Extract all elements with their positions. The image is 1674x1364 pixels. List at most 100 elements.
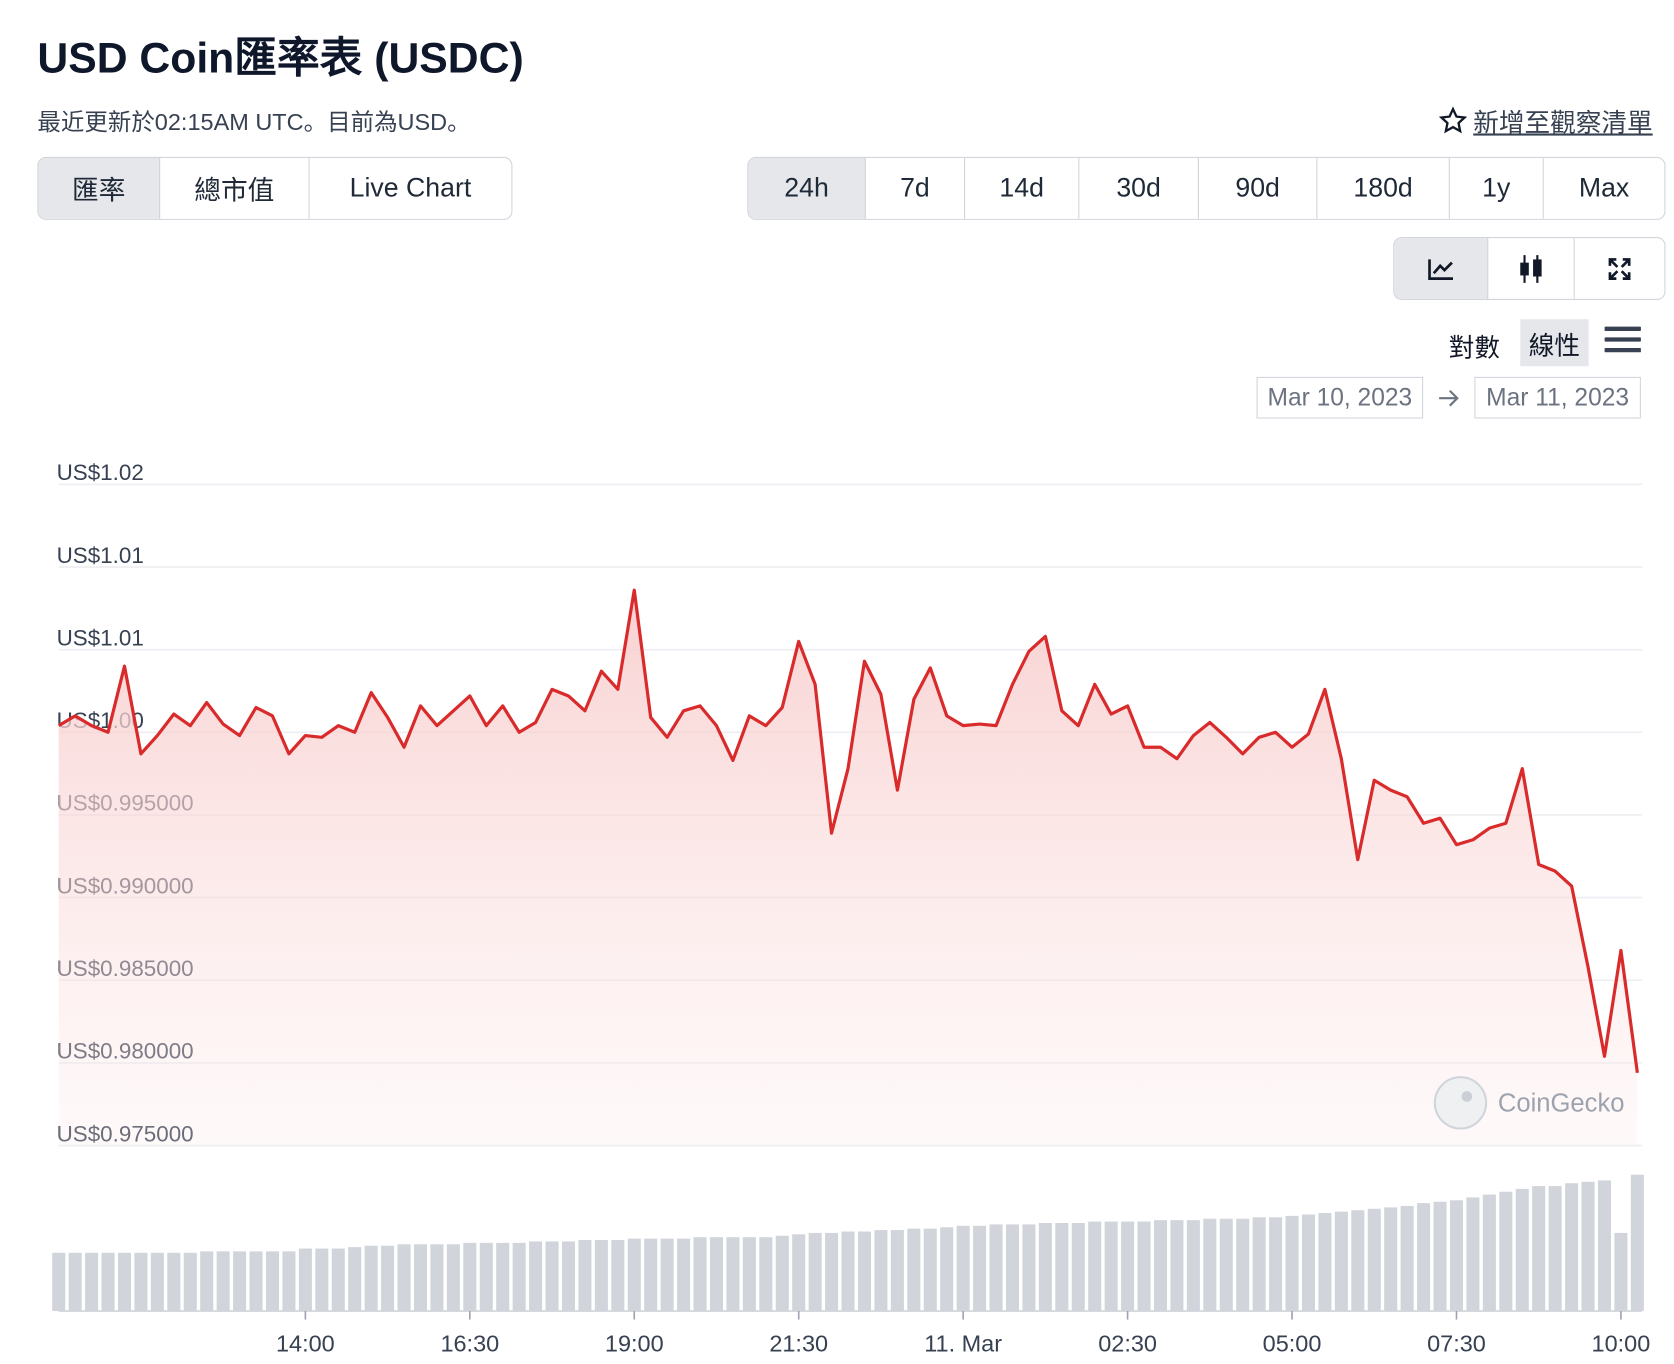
x-tick-label: 02:30 — [1098, 1331, 1157, 1357]
volume-bar — [1449, 1200, 1464, 1312]
watermark: CoinGecko — [1433, 1076, 1625, 1130]
line-chart-button[interactable] — [1394, 238, 1489, 299]
volume-bar — [1005, 1224, 1020, 1312]
volume-bar — [1614, 1232, 1628, 1312]
volume-bar — [1121, 1221, 1135, 1312]
volume-bar — [1301, 1214, 1316, 1312]
volume-bar — [430, 1244, 444, 1312]
volume-bar — [1532, 1186, 1546, 1312]
volume-bar — [348, 1247, 362, 1312]
volume-bar — [282, 1251, 296, 1312]
volume-bar — [1203, 1218, 1217, 1312]
volume-bar — [923, 1228, 937, 1312]
volume-bar — [512, 1242, 526, 1312]
range-button[interactable]: 7d — [866, 158, 966, 219]
volume-bar — [381, 1245, 395, 1312]
volume-bar — [973, 1225, 987, 1312]
range-button[interactable]: Max — [1578, 172, 1630, 203]
volume-bar — [1367, 1208, 1381, 1312]
volume-bar — [397, 1244, 411, 1312]
star-icon — [1439, 106, 1467, 133]
x-tick-label: 07:30 — [1427, 1331, 1486, 1357]
x-tick-label: 21:30 — [769, 1331, 828, 1357]
y-tick-label: US$1.01 — [57, 543, 144, 568]
tab[interactable]: 總市值 — [160, 158, 310, 219]
volume-bar — [200, 1251, 214, 1312]
volume-bar — [1170, 1220, 1184, 1312]
volume-bar — [611, 1240, 625, 1312]
volume-bar — [1219, 1218, 1233, 1312]
range-button[interactable]: 90d — [1199, 158, 1318, 219]
candlestick-button[interactable] — [1488, 238, 1575, 299]
volume-bar — [644, 1238, 658, 1312]
x-tick-label: 19:00 — [605, 1331, 664, 1357]
volume-bar — [660, 1238, 674, 1312]
y-tick-label: US$1.02 — [57, 460, 144, 485]
volume-bar — [1565, 1183, 1579, 1312]
line-icon — [1427, 258, 1453, 280]
volume-bar — [890, 1230, 904, 1312]
volume-bar — [1351, 1210, 1365, 1312]
volume-bar — [216, 1251, 230, 1312]
menu-icon[interactable] — [1604, 326, 1641, 356]
volume-bar — [1104, 1221, 1118, 1312]
watchlist-text: 新增至觀察清單 — [1473, 108, 1653, 138]
volume-bar — [1433, 1201, 1447, 1312]
linear-toggle[interactable]: 線性 — [1520, 319, 1589, 367]
x-tick-label: 10:00 — [1592, 1331, 1651, 1357]
volume-bar — [825, 1232, 839, 1312]
watchlist-link[interactable]: 新增至觀察清單 — [1439, 101, 1653, 138]
volume-bar — [841, 1231, 855, 1312]
volume-bar — [594, 1240, 608, 1312]
volume-bar — [857, 1231, 872, 1312]
volume-bar — [529, 1241, 543, 1312]
range-button[interactable]: 1y — [1450, 158, 1544, 219]
volume-bar — [463, 1242, 477, 1312]
volume-bar — [989, 1224, 1003, 1312]
volume-bar — [1236, 1218, 1250, 1312]
page-title: USD Coin匯率表 (USDC) — [37, 35, 524, 83]
volume-bar — [940, 1227, 954, 1312]
volume-bar — [150, 1252, 164, 1312]
date-from[interactable]: Mar 10, 2023 — [1256, 376, 1424, 419]
range-button[interactable]: 30d — [1079, 158, 1199, 219]
volume-bar — [134, 1252, 148, 1312]
volume-bar — [1137, 1221, 1151, 1312]
tab-group: 匯率 總市值 Live Chart — [37, 156, 513, 220]
volume-bar — [85, 1252, 99, 1312]
tab[interactable]: Live Chart — [349, 172, 472, 203]
volume-bar — [1466, 1197, 1480, 1312]
log-toggle[interactable]: 對數 — [1448, 334, 1500, 363]
range-button[interactable]: 24h — [748, 158, 866, 219]
range-group: 24h 7d 14d 30d 90d 180d 1y Max — [747, 156, 1666, 220]
volume-bar — [52, 1252, 66, 1312]
tab[interactable]: 匯率 — [38, 158, 161, 219]
volume-bar — [1548, 1186, 1562, 1312]
volume-bar — [545, 1241, 559, 1312]
volume-bar — [413, 1244, 428, 1312]
volume-bar — [956, 1225, 970, 1312]
volume-bar — [1153, 1220, 1168, 1312]
volume-bar — [907, 1228, 921, 1312]
volume-bar — [249, 1251, 263, 1312]
volume-bar — [167, 1252, 181, 1312]
chart-type-group — [1393, 237, 1666, 300]
range-button[interactable]: 14d — [965, 158, 1080, 219]
fullscreen-button[interactable] — [1575, 238, 1665, 299]
volume-bar — [1400, 1205, 1414, 1312]
watermark-text: CoinGecko — [1498, 1089, 1625, 1117]
volume-bar — [726, 1237, 740, 1312]
volume-bar — [298, 1248, 312, 1312]
volume-bar — [742, 1237, 756, 1312]
date-to[interactable]: Mar 11, 2023 — [1474, 376, 1641, 419]
volume-bar — [1417, 1203, 1431, 1312]
volume-bar — [265, 1251, 280, 1312]
volume-bar — [117, 1252, 132, 1312]
volume-bar — [1581, 1181, 1595, 1312]
volume-bar — [775, 1235, 789, 1312]
y-tick-label: US$1.01 — [57, 625, 144, 650]
range-button[interactable]: 180d — [1317, 158, 1450, 219]
